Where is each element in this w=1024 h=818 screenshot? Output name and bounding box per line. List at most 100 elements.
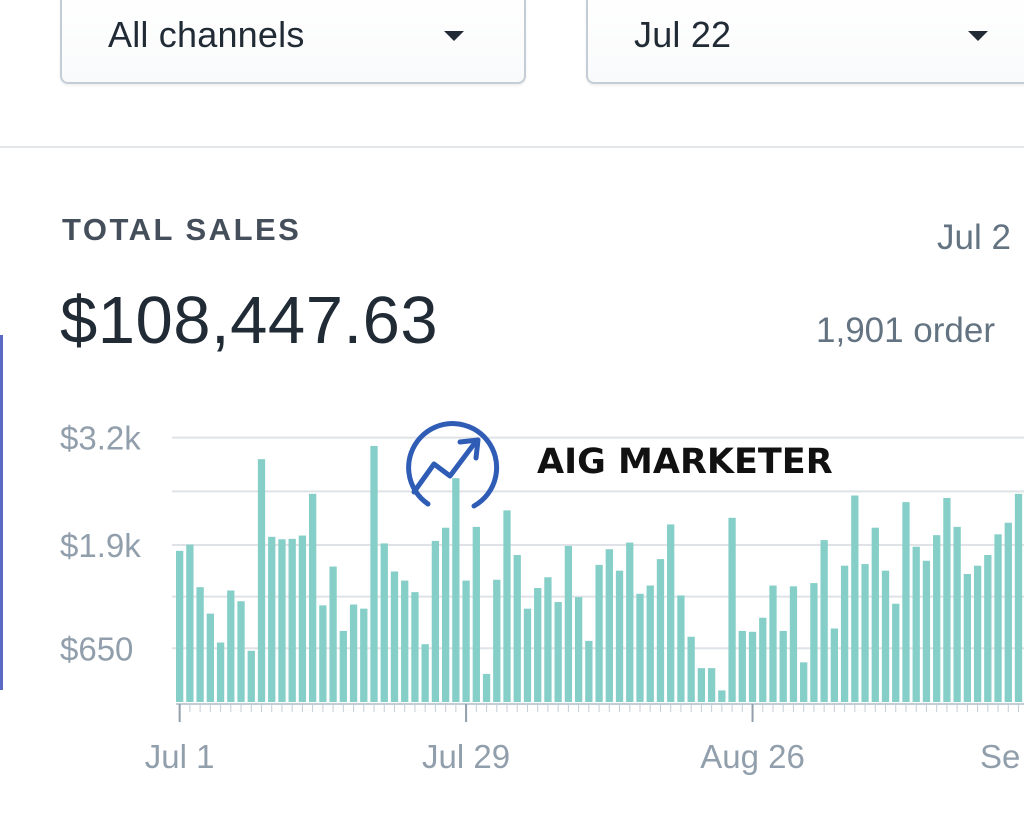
- chart-bar: [810, 583, 818, 702]
- total-sales-value: $108,447.63: [60, 283, 439, 358]
- chart-bar: [1004, 522, 1012, 702]
- chart-bar: [595, 564, 603, 702]
- chart-bar: [636, 593, 644, 702]
- chart-bar: [707, 668, 716, 702]
- date-select-value: Jul 22: [634, 14, 732, 55]
- chart-bar: [615, 570, 624, 702]
- chart-bar: [349, 604, 358, 702]
- chart-x-labels: Jul 1 Jul 29 Aug 26 Se: [145, 738, 1021, 775]
- chart-bar: [288, 538, 296, 702]
- chart-bar: [738, 630, 746, 702]
- chart-bar: [319, 605, 327, 702]
- chart-bar: [585, 640, 593, 702]
- chart-bar: [482, 673, 491, 702]
- chart-bar: [871, 527, 879, 702]
- chart-bar: [298, 535, 307, 702]
- channel-select-value: All channels: [108, 14, 305, 55]
- chart-bar: [574, 597, 583, 702]
- chart-bar: [411, 592, 419, 702]
- chart-bar: [1014, 493, 1023, 702]
- date-range-select[interactable]: Jul 22: [586, 0, 1024, 84]
- chart-bar: [984, 554, 992, 702]
- chart-bar: [994, 534, 1002, 702]
- chart-bar: [339, 630, 347, 702]
- chart-bar: [472, 526, 480, 702]
- chart-bar: [554, 602, 562, 702]
- chart-bar: [646, 585, 654, 702]
- chart-bar: [308, 493, 317, 702]
- y-tick-label: $1.9k: [60, 527, 141, 564]
- chart-bar: [963, 573, 972, 702]
- chart-bar: [452, 478, 460, 702]
- chart-bar: [360, 608, 368, 702]
- x-tick-label: Se: [980, 738, 1020, 775]
- x-tick-label: Aug 26: [700, 738, 805, 775]
- chart-bar: [257, 459, 266, 702]
- chart-bar: [800, 662, 808, 702]
- chart-bar: [830, 628, 839, 702]
- chart-bar: [196, 587, 204, 702]
- chart-bar: [534, 588, 542, 702]
- watermark-brand-text: AIG MARKETER: [537, 442, 833, 482]
- chart-bar: [503, 510, 511, 702]
- chart-bar: [677, 595, 685, 702]
- chart-bar: [851, 495, 859, 702]
- chart-bar: [840, 565, 849, 702]
- chart-bar: [380, 543, 388, 702]
- chart-bar: [370, 445, 378, 702]
- chart-bar: [216, 642, 225, 702]
- chart-bar: [605, 549, 613, 702]
- chart-bar: [728, 517, 736, 702]
- chart-bar: [861, 564, 869, 702]
- chart-bar: [973, 565, 982, 702]
- chart-bar: [626, 542, 634, 702]
- y-tick-label: $650: [60, 630, 133, 667]
- chart-bar: [748, 631, 757, 702]
- chart-x-axis: [176, 703, 1024, 722]
- chart-bar: [933, 535, 941, 702]
- chart-bar: [912, 546, 920, 702]
- chart-bar: [953, 526, 961, 702]
- chart-bar: [421, 644, 429, 702]
- active-tab-indicator: [0, 335, 3, 690]
- chart-bar: [718, 690, 726, 702]
- chart-bar: [667, 524, 675, 702]
- chart-bar: [697, 668, 706, 702]
- chart-bar: [206, 613, 214, 702]
- y-tick-label: $3.2k: [60, 420, 141, 457]
- chart-bar: [186, 544, 194, 702]
- chart-bar: [431, 540, 440, 702]
- chart-bar: [513, 554, 521, 702]
- caret-down-icon: [968, 31, 988, 41]
- chart-bar: [687, 636, 695, 702]
- chart-bar: [462, 580, 470, 702]
- chart-bar: [892, 603, 900, 702]
- chart-bar: [820, 540, 828, 702]
- chart-bar: [922, 560, 931, 702]
- chart-bar: [401, 580, 409, 702]
- chart-bar: [493, 579, 501, 702]
- sales-bar-chart: $650 $1.9k $3.2k Jul 1 Jul 29 Aug 26 Se: [60, 420, 1024, 775]
- chart-bar: [759, 617, 767, 702]
- chart-y-axis: $650 $1.9k $3.2k: [60, 420, 141, 668]
- chart-bar: [564, 545, 573, 702]
- chart-bar: [881, 570, 890, 702]
- date-range-label: Jul 2: [937, 218, 1011, 257]
- chart-bar: [902, 502, 910, 702]
- chart-bar: [943, 497, 951, 702]
- chart-bar: [544, 577, 552, 702]
- caret-down-icon: [444, 31, 464, 41]
- chart-bar: [769, 585, 777, 702]
- orders-count: 1,901 order: [816, 311, 996, 350]
- x-tick-label: Jul 1: [145, 738, 215, 775]
- filter-bar: All channels Jul 22: [0, 0, 1024, 148]
- chart-bar: [268, 536, 276, 702]
- chart-bar: [656, 559, 665, 702]
- chart-bar: [779, 630, 787, 702]
- chart-bar: [247, 650, 255, 702]
- chart-bar: [237, 601, 245, 702]
- chart-bar: [789, 586, 798, 702]
- channel-select[interactable]: All channels: [60, 0, 526, 84]
- trending-up-circle-icon: [406, 421, 500, 509]
- x-tick-label: Jul 29: [422, 738, 510, 775]
